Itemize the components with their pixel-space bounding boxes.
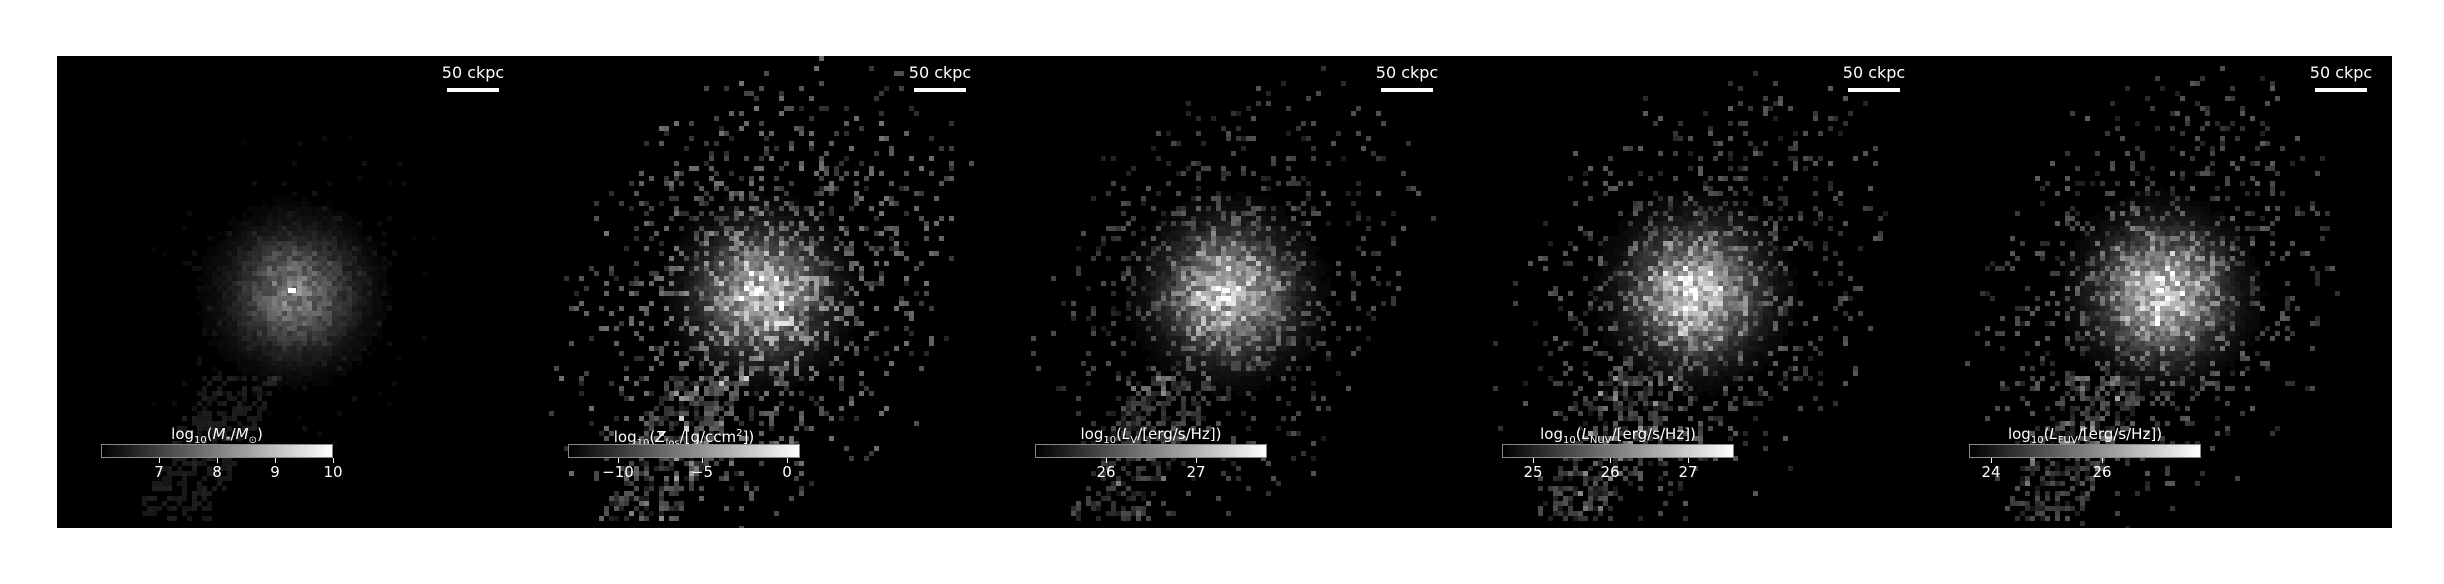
colorbar-tick-label: 24 xyxy=(1981,463,2001,481)
scale-bar-label: 50 ckpc xyxy=(908,63,972,82)
colorbar-title: log10(M*/M⊙)log10(M*/M⊙) xyxy=(171,425,263,446)
colorbar-tick xyxy=(2102,458,2103,463)
scale-bar: 50 ckpc xyxy=(1839,64,1909,92)
scale-bar-label: 50 ckpc xyxy=(1375,63,1439,82)
colorbar-tick xyxy=(787,458,788,463)
colorbar-tick xyxy=(1610,458,1611,463)
colorbar-tick xyxy=(1196,458,1197,463)
colorbar-gradient xyxy=(101,444,333,458)
scale-bar-line xyxy=(1381,88,1433,92)
scale-bar-label: 50 ckpc xyxy=(2309,63,2373,82)
colorbar-gradient xyxy=(1035,444,1267,458)
colorbar-tick xyxy=(217,458,218,463)
colorbar-tick xyxy=(618,458,619,463)
panel-nuv-band: 50 ckpc log10(LNUV/[erg/s/Hz])log10(L_NU… xyxy=(1458,56,1925,528)
colorbar-tick xyxy=(1688,458,1689,463)
scale-bar: 50 ckpc xyxy=(438,64,508,92)
colorbar-title: log10(Zlos/[g/ccm2])log10(Z_los/[g/ccm^2… xyxy=(613,428,755,449)
colorbar-gradient xyxy=(1502,444,1734,458)
scale-bar-label: 50 ckpc xyxy=(1842,63,1906,82)
panel-metallicity: 50 ckpc log10(Zlos/[g/ccm2])log10(Z_los/… xyxy=(524,56,991,528)
scale-bar-line xyxy=(2315,88,2367,92)
colorbar-tick-label: 25 xyxy=(1523,463,1543,481)
colorbar-tick-label: 9 xyxy=(270,463,280,481)
image-strip: 50 ckpc log10(M*/M⊙)log10(M*/M⊙) 7 8 9 10 5… xyxy=(57,56,2392,528)
colorbar-tick-label: 0 xyxy=(782,463,792,481)
colorbar-tick xyxy=(333,458,334,463)
colorbar-tick-label: 10 xyxy=(323,463,343,481)
colorbar-tick xyxy=(702,458,703,463)
colorbar-tick-label: 27 xyxy=(1186,463,1206,481)
colorbar-tick xyxy=(1991,458,1992,463)
scale-bar-label: 50 ckpc xyxy=(441,63,505,82)
panel-stellar-mass: 50 ckpc log10(M*/M⊙)log10(M*/M⊙) 7 8 9 10 xyxy=(57,56,524,528)
colorbar-title: log10(LFUV/[erg/s/Hz])log10(L_FUV/[erg/s… xyxy=(2007,425,2163,446)
scale-bar: 50 ckpc xyxy=(905,64,975,92)
colorbar-tick-label: 26 xyxy=(1096,463,1116,481)
colorbar-gradient xyxy=(568,444,800,458)
colorbar-tick-label: 26 xyxy=(2092,463,2112,481)
colorbar-tick-label: 26 xyxy=(1600,463,1620,481)
colorbar-tick xyxy=(159,458,160,463)
colorbar-tick-label: 7 xyxy=(154,463,164,481)
scale-bar-line xyxy=(1848,88,1900,92)
colorbar-gradient xyxy=(1969,444,2201,458)
panel-v-band: 50 ckpc log10(LV/[erg/s/Hz])log10(L_V/[e… xyxy=(991,56,1458,528)
panel-fuv-band: 50 ckpc log10(LFUV/[erg/s/Hz])log10(L_FU… xyxy=(1925,56,2392,528)
scale-bar-line xyxy=(447,88,499,92)
colorbar-tick-label: 8 xyxy=(212,463,222,481)
colorbar-tick-label: −5 xyxy=(690,463,714,481)
colorbar-title: log10(LV/[erg/s/Hz])log10(L_V/[erg/s/Hz]… xyxy=(1080,425,1222,446)
colorbar-tick xyxy=(1106,458,1107,463)
colorbar-title: log10(LNUV/[erg/s/Hz])log10(L_NUV/[erg/s… xyxy=(1540,425,1696,446)
colorbar-tick-label: −10 xyxy=(602,463,634,481)
scale-bar: 50 ckpc xyxy=(2306,64,2376,92)
colorbar-tick xyxy=(275,458,276,463)
colorbar-tick xyxy=(1533,458,1534,463)
scale-bar: 50 ckpc xyxy=(1372,64,1442,92)
scale-bar-line xyxy=(914,88,966,92)
colorbar-tick-label: 27 xyxy=(1678,463,1698,481)
